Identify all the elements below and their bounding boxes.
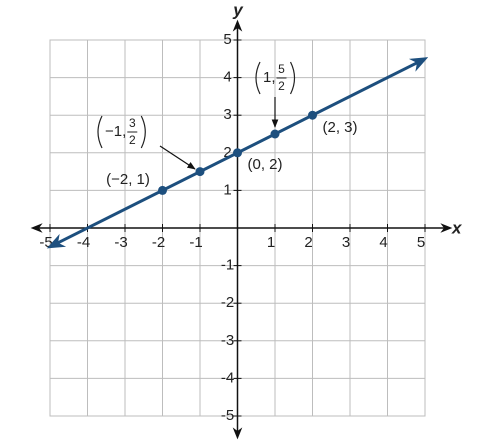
point <box>233 148 242 158</box>
point <box>195 167 205 177</box>
x-tick-label: -1 <box>189 234 202 251</box>
y-tick-label: -5 <box>221 407 234 424</box>
x-tick-label: -4 <box>77 234 90 251</box>
paren <box>255 61 261 95</box>
paren <box>140 115 146 149</box>
paren <box>97 115 103 149</box>
x-tick-label: -2 <box>152 234 165 251</box>
x-tick-label: 3 <box>342 234 350 251</box>
point <box>158 185 167 195</box>
annotation: −1, <box>105 123 126 140</box>
paren <box>289 61 296 95</box>
point <box>308 110 317 120</box>
annotation-arrow <box>159 145 196 170</box>
x-tick-label: -5 <box>39 234 52 251</box>
fraction-denominator: 2 <box>278 79 285 93</box>
x-axis-label: x <box>451 218 463 237</box>
annotation: (2, 3) <box>322 119 357 136</box>
y-tick-label: 1 <box>223 181 231 198</box>
y-tick-label: -4 <box>221 369 234 386</box>
y-tick-label: -2 <box>221 294 234 311</box>
x-tick-label: 1 <box>267 234 275 251</box>
y-tick-label: 5 <box>223 31 231 48</box>
y-tick-label: 3 <box>223 106 231 123</box>
fraction-denominator: 2 <box>129 133 136 147</box>
point <box>270 129 280 139</box>
x-tick-label: 2 <box>304 234 312 251</box>
fraction-numerator: 3 <box>129 116 136 130</box>
annotation: (−2, 1) <box>106 171 150 188</box>
y-axis-label: y <box>232 0 244 19</box>
x-tick-label: 5 <box>417 234 425 251</box>
fraction-numerator: 5 <box>278 62 285 76</box>
x-tick-label: -3 <box>114 234 127 251</box>
y-tick-label: -1 <box>221 257 234 274</box>
annotation: (0, 2) <box>247 156 282 173</box>
x-tick-label: 4 <box>379 234 387 251</box>
y-tick-label: -3 <box>221 332 234 349</box>
annotation: 1, <box>263 69 276 86</box>
y-tick-label: 4 <box>223 69 231 86</box>
